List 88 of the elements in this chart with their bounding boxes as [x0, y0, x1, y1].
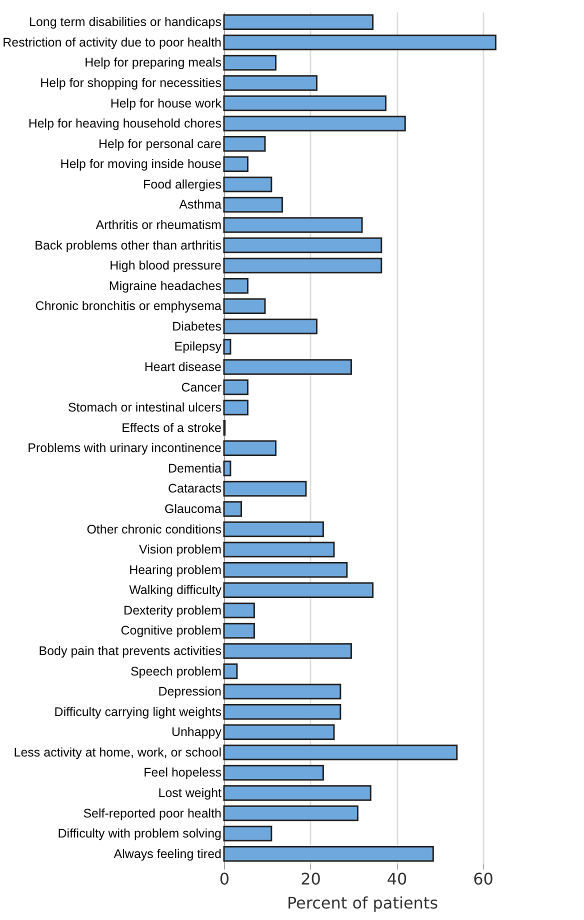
y-tick-label: Dementia — [168, 461, 222, 476]
bar — [223, 480, 307, 497]
bar — [223, 116, 406, 132]
bar — [223, 75, 318, 91]
y-tick-label: Depression — [158, 684, 222, 699]
y-tick-label: Cataracts — [168, 482, 222, 496]
bar — [223, 95, 386, 112]
y-tick-label: Dexterity problem — [124, 603, 222, 618]
bar — [223, 602, 255, 618]
bar — [223, 359, 352, 375]
y-tick-label: Lost weight — [158, 786, 222, 800]
bar — [223, 542, 335, 558]
bar — [223, 805, 358, 822]
bar — [223, 196, 283, 213]
y-tick-label: Effects of a stroke — [122, 420, 222, 435]
y-tick-label: Back problems other than arthritis — [34, 238, 222, 252]
bar — [223, 338, 232, 355]
y-tick-label: Help for personal care — [98, 136, 222, 151]
y-tick-label: Chronic bronchitis or emphysema — [35, 299, 222, 314]
bar — [223, 785, 372, 801]
y-tick-label: Arthritis or rheumatism — [96, 218, 222, 232]
bar — [223, 237, 382, 254]
y-tick-label: Less activity at home, work, or school — [14, 745, 222, 760]
y-tick-label: Long term disabilities or handicaps — [29, 15, 222, 30]
y-tick-label: Unhappy — [171, 725, 222, 740]
bar — [223, 643, 352, 659]
bar — [223, 156, 248, 172]
y-tick-label: Diabetes — [172, 319, 222, 334]
y-tick-label: Help for heaving household chores — [28, 116, 222, 131]
bar — [223, 176, 272, 192]
bar — [223, 136, 266, 152]
bar — [223, 14, 374, 30]
y-tick-label: Walking difficulty — [129, 583, 222, 598]
bar — [223, 278, 248, 294]
bar — [223, 460, 232, 476]
y-tick-label: Food allergies — [142, 177, 222, 192]
y-tick-label: Hearing problem — [129, 562, 222, 577]
y-tick-label: Help for house work — [110, 96, 222, 110]
y-tick-label: Always feeling tired — [114, 846, 222, 861]
bar — [223, 663, 238, 680]
y-tick-label: Speech problem — [130, 664, 222, 678]
bar — [223, 582, 374, 598]
bar — [223, 826, 272, 842]
bar — [223, 846, 434, 862]
bar — [223, 744, 458, 760]
bar — [223, 379, 248, 396]
y-tick-label: High blood pressure — [110, 258, 222, 273]
x-tick-label: 20 — [300, 870, 321, 888]
y-tick-label: Help for preparing meals — [84, 56, 222, 70]
bar — [223, 298, 266, 314]
y-tick-label: Difficulty carrying light weights — [54, 704, 222, 719]
y-tick-label: Help for shopping for necessities — [40, 76, 222, 90]
y-tick-label: Cognitive problem — [120, 624, 222, 638]
y-tick-label: Cancer — [181, 380, 222, 394]
y-tick-label: Heart disease — [144, 360, 222, 374]
y-tick-label: Other chronic conditions — [86, 522, 222, 536]
bar — [223, 318, 318, 334]
x-axis-title: Percent of patients — [286, 894, 438, 912]
y-tick-label: Self-reported poor health — [83, 806, 222, 820]
bar — [223, 400, 248, 416]
y-tick-label: Body pain that prevents activities — [38, 644, 222, 658]
bar — [223, 724, 335, 740]
y-tick-label: Glaucoma — [164, 502, 222, 516]
x-tick-label: 0 — [219, 870, 230, 888]
y-tick-label: Feel hopeless — [144, 766, 222, 780]
bar — [223, 684, 342, 700]
y-tick-label: Epilepsy — [174, 340, 222, 354]
y-tick-label: Problems with urinary incontinence — [28, 441, 222, 456]
bar — [223, 258, 382, 274]
bar — [223, 440, 276, 456]
bar — [223, 521, 324, 538]
bar — [223, 501, 242, 517]
y-tick-label: Migraine headaches — [108, 278, 222, 293]
bar — [223, 562, 348, 578]
y-tick-label: Asthma — [179, 198, 222, 212]
x-tick-label: 60 — [473, 870, 494, 888]
y-tick-label: Vision problem — [139, 542, 222, 557]
bar — [223, 704, 342, 720]
y-tick-label: Restriction of activity due to poor health — [2, 35, 222, 50]
bar — [223, 54, 276, 71]
y-tick-label: Difficulty with problem solving — [58, 826, 222, 841]
bar — [223, 622, 255, 639]
y-tick-label: Stomach or intestinal ulcers — [68, 400, 222, 415]
bar — [223, 34, 496, 50]
y-tick-label: Help for moving inside house — [60, 157, 222, 172]
bar — [223, 764, 324, 781]
bar — [223, 217, 363, 233]
x-tick-label: 40 — [386, 870, 408, 888]
